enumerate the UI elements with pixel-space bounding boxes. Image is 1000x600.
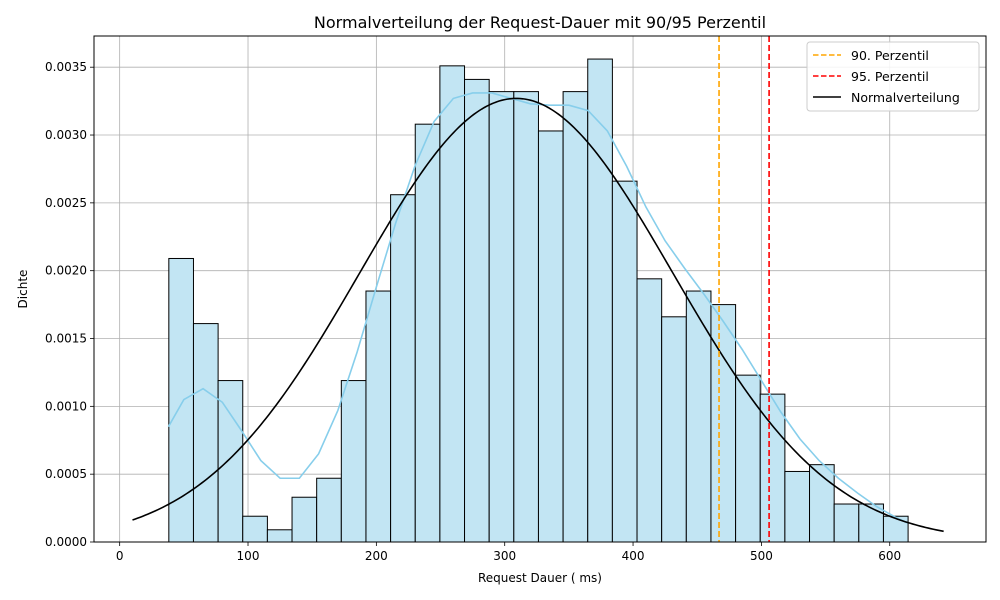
- histogram-bar: [537, 130, 564, 543]
- histogram-bar: [611, 180, 638, 543]
- legend-label-p90: 90. Perzentil: [851, 48, 929, 63]
- histogram-bar: [587, 58, 613, 543]
- histogram-bar: [636, 278, 663, 543]
- y-axis-ticks: 0.0000 0.0005 0.0010 0.0015 0.0020 0.0025 0.00…: [45, 60, 94, 549]
- percentile-lines: [718, 36, 770, 542]
- histogram-bar: [833, 503, 860, 543]
- histogram-bar: [513, 91, 539, 543]
- histogram-bar: [242, 515, 268, 543]
- y-tick-label: 0.0035: [45, 60, 87, 74]
- x-tick-label: 500: [750, 549, 773, 563]
- histogram-bar: [661, 316, 687, 543]
- plot-frame: [93, 35, 987, 543]
- histogram-bar: [464, 78, 490, 543]
- histogram-bar: [809, 464, 835, 543]
- chart-title: Normalverteilung der Request-Dauer mit 9…: [314, 13, 766, 32]
- y-axis-label: Dichte: [16, 270, 30, 309]
- histogram-bar: [390, 194, 416, 543]
- histogram-bar: [291, 496, 318, 543]
- histogram-bar: [340, 380, 367, 543]
- histogram-bar: [414, 123, 441, 543]
- y-tick-label: 0.0010: [45, 399, 87, 413]
- y-tick-label: 0.0025: [45, 196, 87, 210]
- legend: 90. Perzentil 95. Perzentil Normalvertei…: [806, 41, 980, 112]
- histogram-bar: [439, 65, 466, 543]
- y-tick-label: 0.0000: [45, 535, 87, 549]
- histogram-bar: [882, 515, 909, 543]
- x-tick-label: 600: [878, 549, 901, 563]
- histogram-bar: [192, 323, 219, 543]
- histogram-bar: [168, 257, 194, 543]
- histogram-bar: [710, 304, 737, 543]
- legend-box: [806, 41, 980, 112]
- y-tick-label: 0.0005: [45, 467, 87, 481]
- histogram-bar: [488, 91, 515, 543]
- histogram-bar: [735, 374, 761, 543]
- histogram-bar: [266, 529, 293, 543]
- x-tick-label: 400: [622, 549, 645, 563]
- histogram-bar: [685, 290, 712, 543]
- x-tick-label: 200: [365, 549, 388, 563]
- x-axis-ticks: 0 100 200 300 400 500 600: [116, 542, 901, 563]
- y-tick-label: 0.0020: [45, 264, 87, 278]
- x-tick-label: 300: [493, 549, 516, 563]
- histogram-bar: [562, 91, 589, 543]
- histogram-bar: [858, 503, 884, 543]
- legend-label-normal: Normalverteilung: [851, 90, 960, 105]
- x-tick-label: 0: [116, 549, 124, 563]
- x-tick-label: 100: [237, 549, 260, 563]
- histogram-bar: [217, 380, 244, 543]
- y-tick-label: 0.0030: [45, 128, 87, 142]
- histogram-bar: [784, 470, 811, 543]
- normal-distribution-curve: [132, 97, 944, 533]
- curves: [132, 92, 944, 533]
- legend-label-p95: 95. Perzentil: [851, 69, 929, 84]
- histogram-bar: [316, 477, 342, 543]
- kde-curve: [167, 92, 909, 524]
- histogram-bar: [759, 393, 786, 543]
- y-tick-label: 0.0015: [45, 332, 87, 346]
- histogram-bar: [365, 290, 392, 543]
- x-axis-label: Request Dauer ( ms): [478, 571, 602, 585]
